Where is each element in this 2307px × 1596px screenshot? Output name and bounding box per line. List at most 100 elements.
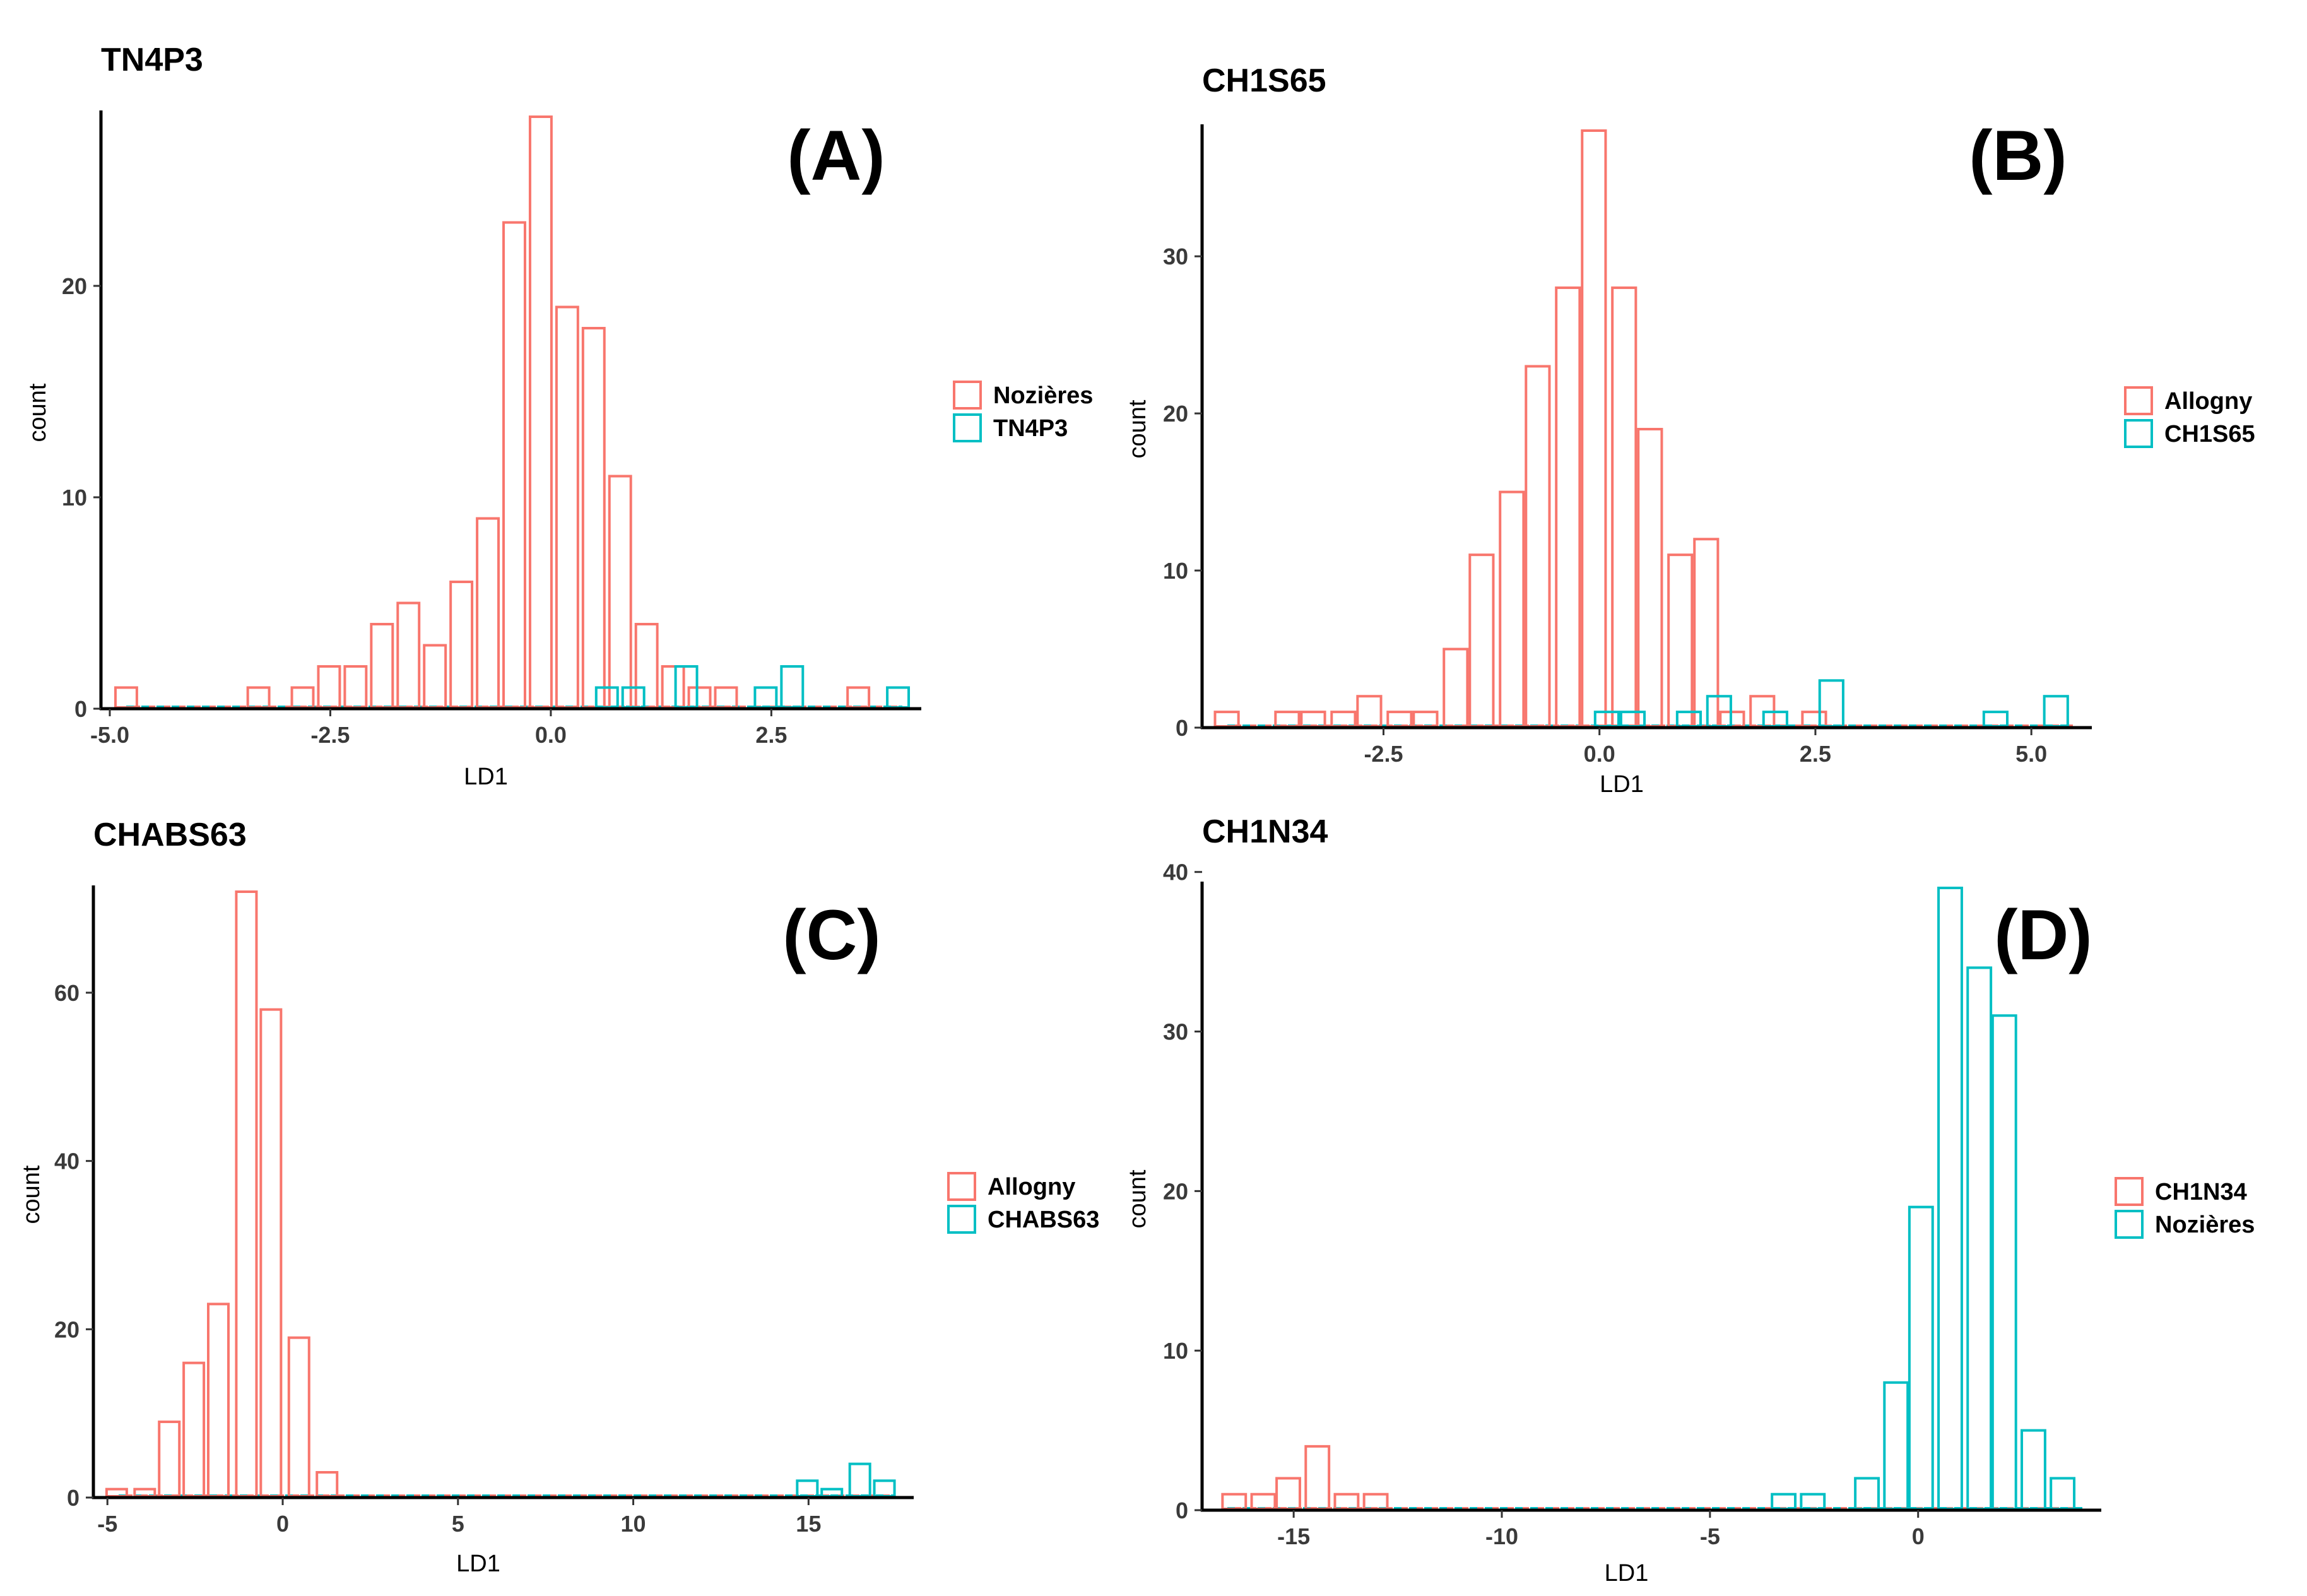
histogram-bar [235, 890, 258, 1498]
y-axis-label: count [18, 1165, 45, 1224]
x-axis-label: LD1 [1605, 1560, 1649, 1587]
histogram-bar [594, 686, 619, 709]
histogram-bar [370, 623, 394, 709]
histogram-bar [133, 1487, 156, 1498]
histogram-bar [1443, 647, 1469, 728]
panel-4: CH1N34 (D) -15 -10 -5 0 0 10 20 30 40 LD1 count CH1N3… [1124, 813, 2255, 1587]
histogram-bar [780, 665, 805, 709]
legend-label: TN4P3 [993, 415, 1068, 442]
legend-swatch [947, 1205, 976, 1234]
histogram-bar [2021, 1429, 2046, 1511]
x-axis-label: LD1 [464, 764, 508, 790]
y-axis-label: count [25, 383, 51, 442]
histogram-bar [207, 1303, 230, 1498]
x-tick-label: -5.0 [90, 722, 129, 748]
x-tick-label: 15 [796, 1511, 821, 1537]
legend-swatch [953, 413, 982, 442]
histogram-bar [343, 665, 368, 709]
legend-label: CH1S65 [2164, 421, 2255, 447]
histogram-bar [753, 686, 778, 709]
histogram-bar [1525, 365, 1551, 728]
histogram-bar [1330, 711, 1357, 728]
histogram-bar [246, 686, 271, 709]
x-tick-label: -15 [1277, 1523, 1310, 1549]
chart-title: CHABS63 [93, 817, 247, 853]
histogram-bar [1908, 1205, 1934, 1510]
x-tick-label: 10 [621, 1511, 646, 1537]
histogram-bar [105, 1487, 128, 1498]
y-axis-label: count [1124, 399, 1151, 458]
histogram-bar [1300, 711, 1326, 728]
histogram-bar [259, 1008, 283, 1498]
histogram-bar [287, 1336, 310, 1498]
histogram-bar [1619, 711, 1646, 728]
histogram-bar [608, 475, 632, 709]
y-tick-label: 40 [54, 1149, 80, 1174]
y-tick-label: 20 [1163, 401, 1188, 427]
histogram-bar [846, 686, 871, 709]
histogram-bar [1801, 711, 1827, 728]
histogram-bar [687, 686, 712, 709]
histogram-bar [714, 686, 738, 709]
panel-3: CHABS63 (C) -5 0 5 10 15 0 20 40 60 LD1 count Allogny… [18, 817, 1099, 1577]
histogram-bar [1555, 286, 1581, 728]
histogram-bar [502, 221, 526, 709]
histogram-bar [158, 1421, 181, 1498]
histogram-bar [1991, 1014, 2017, 1511]
histogram-bar [1675, 711, 1702, 728]
x-tick-label: 0 [276, 1511, 289, 1537]
histogram-bar [1771, 1493, 1797, 1511]
histogram-bar [1499, 490, 1525, 728]
histogram-bar [1275, 1477, 1301, 1510]
histogram-bar [1800, 1493, 1826, 1511]
histogram-bar [1333, 1493, 1360, 1511]
x-tick-label: -10 [1485, 1523, 1518, 1549]
histogram-bar [528, 115, 553, 709]
y-tick-label: 0 [74, 696, 87, 722]
y-tick-label: 40 [1163, 860, 1188, 885]
legend-swatch [2115, 1177, 2144, 1206]
histogram-bar [796, 1479, 819, 1498]
y-tick-label: 0 [1176, 1498, 1188, 1523]
histogram-bar [848, 1462, 871, 1498]
histogram-bar [1412, 711, 1439, 728]
legend-label: CHABS63 [988, 1207, 1099, 1233]
histogram-bar [820, 1487, 844, 1498]
histogram-bar [1468, 553, 1495, 728]
legend-swatch [2124, 419, 2153, 448]
histogram-bar [1854, 1477, 1880, 1510]
histogram-bar [1386, 711, 1413, 728]
histogram-bar [1356, 695, 1383, 728]
x-axis-label: LD1 [1600, 771, 1644, 798]
x-tick-label: -2.5 [310, 722, 350, 748]
y-tick-label: 10 [62, 485, 87, 511]
histogram-bar [1304, 1445, 1331, 1511]
y-tick-label: 30 [1163, 1019, 1188, 1045]
legend-swatch [2115, 1210, 2144, 1239]
y-tick-label: 20 [1163, 1178, 1188, 1204]
histogram-bar [1883, 1381, 1909, 1511]
x-tick-label: 5 [452, 1511, 464, 1537]
y-axis-label: count [1124, 1169, 1151, 1228]
histogram-bar [1213, 711, 1240, 728]
histogram-bar [1818, 679, 1844, 728]
x-tick-label: 2.5 [755, 722, 787, 748]
x-tick-label: 5.0 [2015, 741, 2047, 767]
x-tick-label: 0 [1912, 1523, 1925, 1549]
panel-letter: (D) [1994, 896, 2092, 974]
y-tick-label: 10 [1163, 558, 1188, 584]
legend-label: Nozières [993, 382, 1093, 409]
histogram-bar [396, 601, 421, 709]
panel-1: TN4P3 (A) -5.0 -2.5 0.0 2.5 0 10 20 LD1 count Noziè… [25, 42, 1093, 790]
x-tick-label: -5 [97, 1511, 117, 1537]
histogram-bar [1362, 1493, 1389, 1511]
histogram-bar [290, 686, 315, 709]
y-tick-label: 0 [1176, 715, 1188, 741]
chart-title: CH1S65 [1202, 62, 1326, 99]
histogram-bar [1982, 711, 2009, 728]
chart-title: TN4P3 [101, 42, 203, 78]
histogram-bar [2043, 695, 2069, 728]
legend-swatch [947, 1172, 976, 1201]
histogram-bar [1611, 286, 1637, 728]
